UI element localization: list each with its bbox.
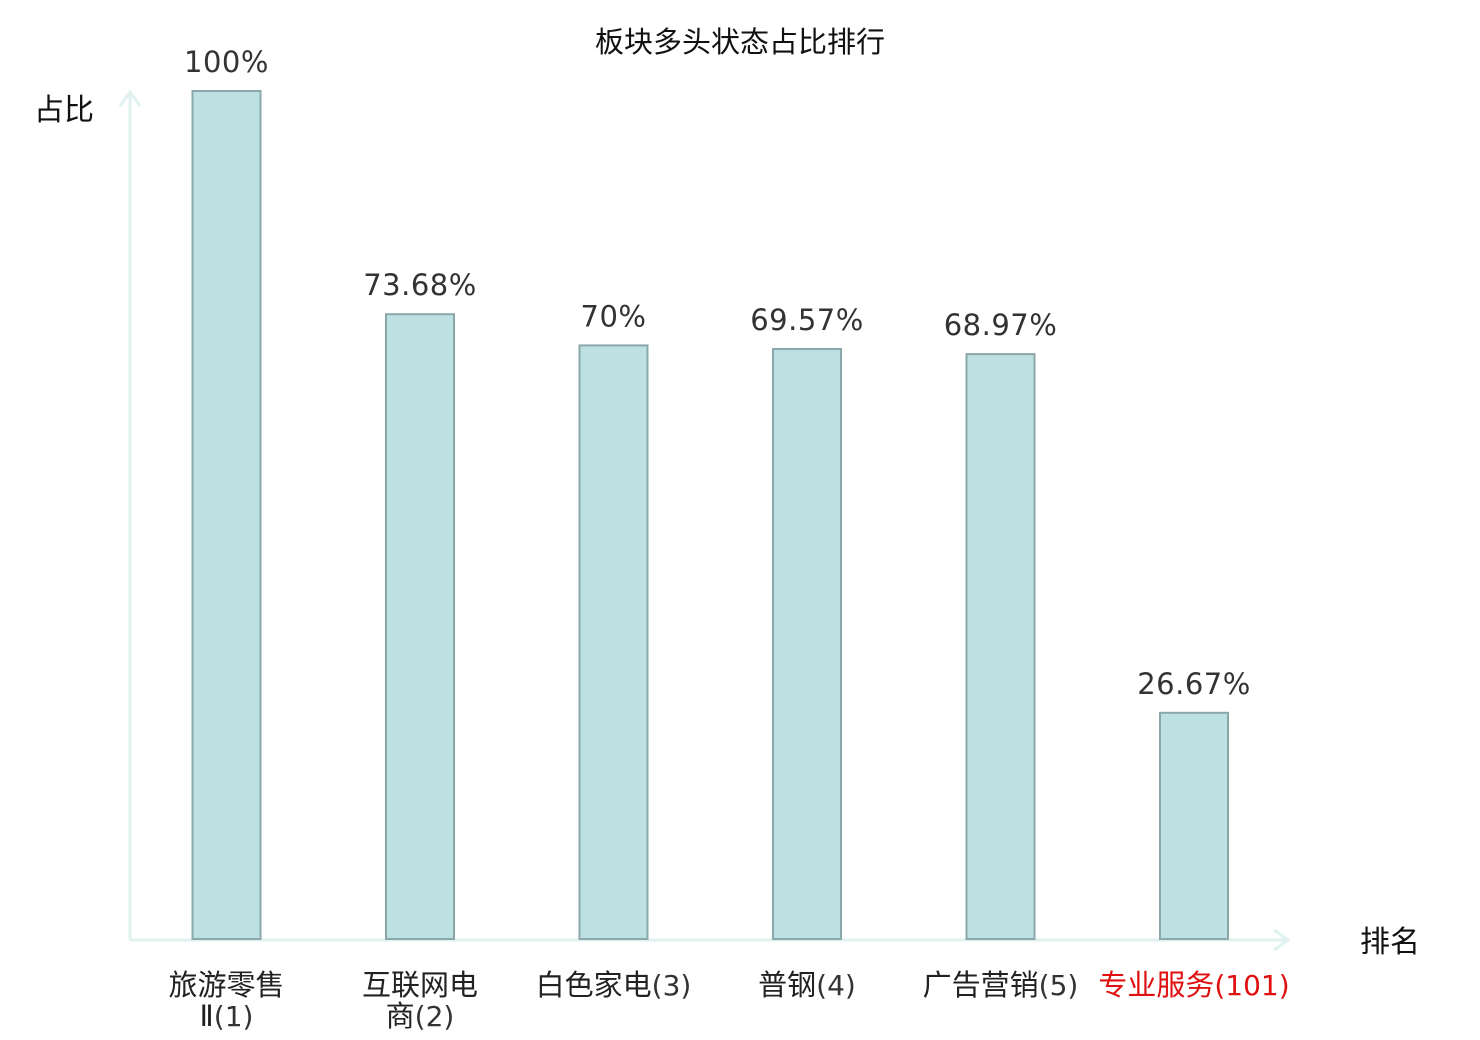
bar-6 [1159, 711, 1229, 940]
bar-1 [191, 90, 262, 940]
category-name-tail: Ⅱ [200, 999, 214, 1033]
category-name: 普钢 [758, 968, 816, 1002]
category-rank: (4) [816, 969, 856, 1002]
category-label-4: 普钢(4) [758, 968, 856, 1002]
y-axis-label: 占比 [34, 93, 94, 128]
category-label-1-line1: 旅游零售 [168, 968, 284, 1002]
category-label-5: 广告营销(5) [923, 968, 1079, 1002]
bar-5 [965, 353, 1036, 941]
category-label-2-line2: 商(2) [386, 999, 455, 1033]
value-labels-group: 100% 73.68% 70% 69.57% 68.97% 26.67% [184, 45, 1251, 701]
category-label-3: 白色家电(3) [536, 968, 692, 1002]
category-name-tail: 商 [386, 999, 415, 1033]
bar-2 [385, 313, 455, 940]
value-label-6: 26.67% [1137, 667, 1251, 701]
category-rank: (3) [652, 969, 692, 1002]
category-label-1-line2: Ⅱ(1) [200, 999, 254, 1033]
value-label-5: 68.97% [944, 308, 1058, 342]
bar-3 [578, 344, 649, 940]
category-rank: (2) [415, 1000, 455, 1033]
category-rank: (1) [214, 1000, 254, 1033]
bars-group [191, 90, 1229, 941]
category-name: 广告营销 [923, 968, 1039, 1002]
chart-title: 板块多头状态占比排行 [595, 25, 885, 59]
category-label-2-line1: 互联网电 [362, 968, 478, 1002]
y-axis-arrow [118, 89, 142, 107]
category-name: 白色家电 [536, 968, 652, 1002]
category-rank: (101) [1214, 969, 1289, 1002]
bar-4 [772, 348, 842, 940]
value-label-1: 100% [184, 45, 269, 79]
value-label-4: 69.57% [750, 303, 864, 337]
x-axis-label: 排名 [1360, 925, 1420, 960]
axes [118, 89, 1291, 952]
value-label-2: 73.68% [363, 268, 477, 302]
category-name: 专业服务 [1098, 968, 1214, 1002]
value-label-3: 70% [581, 299, 647, 333]
category-label-6: 专业服务(101) [1098, 968, 1289, 1002]
x-axis-arrow [1273, 928, 1291, 952]
category-rank: (5) [1039, 969, 1079, 1002]
